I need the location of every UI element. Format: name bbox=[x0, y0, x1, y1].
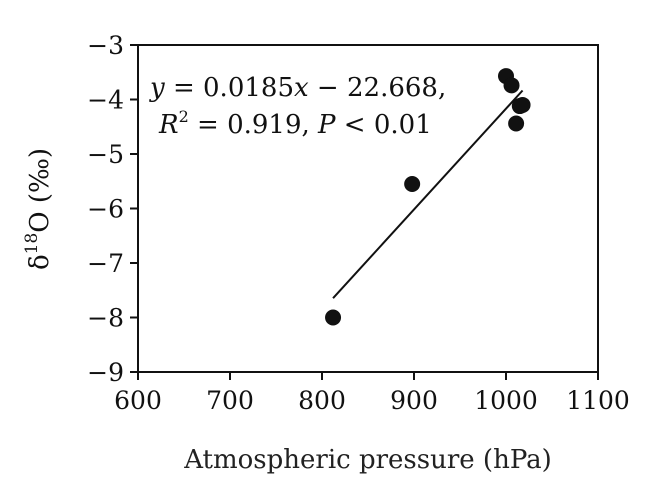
x-tick-label: 900 bbox=[390, 386, 438, 415]
regression-line bbox=[332, 89, 524, 299]
y-tick-label: −4 bbox=[87, 86, 124, 115]
eq-p-symbol: P bbox=[317, 110, 336, 140]
y-tick-label: −3 bbox=[87, 31, 124, 60]
eq-r-value: = 0.919, bbox=[189, 110, 318, 140]
y-tick-label: −7 bbox=[87, 249, 124, 278]
eq-r-superscript: 2 bbox=[179, 107, 189, 126]
data-point bbox=[325, 309, 342, 326]
y-tick-label: −8 bbox=[87, 304, 124, 333]
data-point bbox=[514, 96, 531, 113]
x-tick-label: 700 bbox=[206, 386, 254, 415]
y-label-superscript: 18 bbox=[22, 233, 42, 255]
eq-intercept-text: − 22.668, bbox=[309, 73, 447, 103]
eq-y-symbol: y bbox=[149, 73, 165, 103]
y-axis-label: δ18O (‰) bbox=[22, 148, 55, 270]
y-tick-label: −6 bbox=[87, 195, 124, 224]
x-axis-label: Atmospheric pressure (hPa) bbox=[183, 445, 552, 475]
y-label-rest: O (‰) bbox=[25, 148, 55, 233]
x-tick-label: 600 bbox=[114, 386, 162, 415]
eq-slope-text: = 0.0185 bbox=[165, 73, 294, 103]
x-tick-label: 1000 bbox=[474, 386, 538, 415]
eq-x-symbol: x bbox=[294, 73, 309, 103]
eq-r-symbol: R bbox=[158, 110, 179, 140]
data-point bbox=[508, 115, 525, 132]
x-tick-label: 800 bbox=[298, 386, 346, 415]
axis-tick-labels: 600 700 800 900 1000 1100 −3 −4 −5 −6 −7 −8 −9 bbox=[87, 31, 630, 415]
y-label-delta: δ bbox=[25, 254, 55, 270]
equation-line-1: y = 0.0185x − 22.668, bbox=[149, 73, 446, 103]
data-point bbox=[503, 77, 520, 94]
data-point bbox=[404, 175, 421, 192]
y-tick-label: −9 bbox=[87, 358, 124, 387]
eq-p-value: < 0.01 bbox=[336, 110, 432, 140]
x-tick-label: 1100 bbox=[566, 386, 630, 415]
axis-ticks bbox=[130, 44, 599, 380]
equation-line-2: R2 = 0.919, P < 0.01 bbox=[158, 107, 432, 140]
data-points bbox=[325, 68, 531, 326]
y-tick-label: −5 bbox=[87, 140, 124, 169]
